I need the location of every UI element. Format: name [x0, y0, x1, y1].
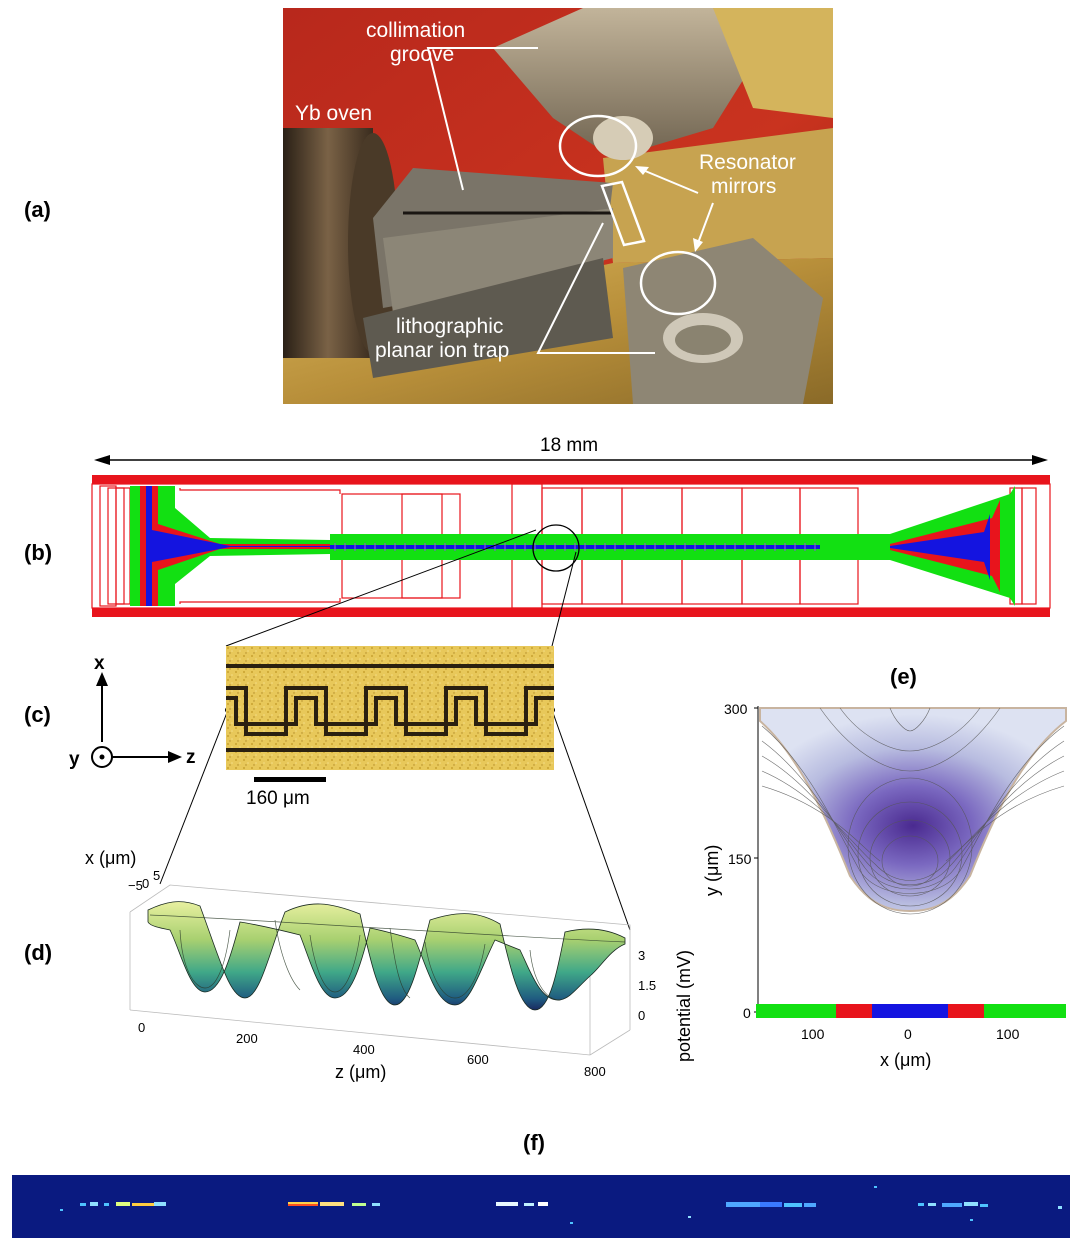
y-tick-0: 0 [743, 1005, 751, 1021]
axis-triad: x y z [69, 653, 196, 770]
ion-crystal-2 [288, 1202, 380, 1206]
z-tick-200: 200 [236, 1031, 258, 1046]
strip-rf-left [756, 1004, 836, 1018]
x-tick-100-right: 100 [996, 1026, 1020, 1042]
z-tick-0: 0 [138, 1020, 145, 1035]
label-mirrors-1: Resonator [699, 151, 796, 174]
label-oven: Yb oven [295, 102, 372, 125]
label-trap-1: lithographic [396, 315, 503, 338]
panel-label-e: (e) [890, 664, 917, 689]
surface-fill [147, 901, 626, 1011]
v-tick-0: 0 [638, 1008, 645, 1023]
v-axis-label: potential (mV) [674, 950, 694, 1062]
ground-electrode-left [146, 486, 330, 606]
y-tick-300: 300 [724, 701, 748, 717]
scale-bar-label: 160 μm [246, 788, 310, 809]
y-axis-out-of-plane [91, 746, 113, 768]
z-tick-600: 600 [467, 1052, 489, 1067]
ion-crystal-3 [496, 1202, 573, 1224]
electrode-layout: 18 mm [91, 435, 1051, 617]
x-tick-100-left: 100 [801, 1026, 825, 1042]
trap-outline [600, 180, 646, 247]
x-axis-label: x (μm) [85, 848, 136, 868]
scale-bar [254, 777, 326, 782]
panel-label-a: (a) [24, 197, 51, 222]
label-collimation-2: groove [390, 43, 454, 66]
strip-dc-left [836, 1004, 872, 1018]
ion-fluorescence-image [12, 1175, 1070, 1238]
z-tick-800: 800 [584, 1064, 606, 1079]
potential-well [759, 707, 1067, 913]
axis-z-label: z [186, 747, 196, 768]
potential-surface-plot: x (μm) −5 0 5 0 200 400 600 800 z (μm) 3… [85, 848, 694, 1082]
panel-label-c: (c) [24, 702, 51, 727]
ion-crystal-5 [874, 1186, 1062, 1221]
upper-mirror-mount [493, 8, 763, 158]
y-tick-150: 150 [728, 851, 752, 867]
strip-rf-right [984, 1004, 1066, 1018]
width-label: 18 mm [540, 435, 598, 456]
label-trap-2: planar ion trap [375, 339, 509, 362]
axis-x-label: x [94, 653, 105, 674]
meander-trace [226, 686, 554, 736]
trap-micrograph [226, 646, 554, 770]
panel-label-b: (b) [24, 540, 53, 565]
x-tick-0: 0 [904, 1026, 912, 1042]
x-tick-neg5: −5 [128, 878, 143, 893]
x-tick-5: 5 [153, 868, 160, 883]
axis-y-label: y [69, 749, 80, 770]
strip-ground [872, 1004, 948, 1018]
label-collimation-1: collimation [366, 19, 465, 42]
contour-plot: 300 150 0 y (μm) 100 0 100 x (μm) [702, 701, 1067, 1070]
ground-electrode-right [890, 514, 990, 580]
panel-label-f: (f) [523, 1130, 545, 1155]
ion-crystal-4 [688, 1202, 816, 1218]
apparatus-photo: collimation groove Yb oven Resonator mir… [283, 8, 833, 404]
panel-label-d: (d) [24, 940, 53, 965]
zoom-circle [532, 524, 580, 572]
y-axis-label: y (μm) [702, 845, 722, 896]
v-tick-3: 3 [638, 948, 645, 963]
ion-crystal-1 [60, 1202, 166, 1211]
x-tick-0: 0 [142, 876, 149, 891]
x-axis-label: x (μm) [880, 1050, 931, 1070]
strip-dc-right [948, 1004, 984, 1018]
label-mirrors-2: mirrors [711, 175, 776, 198]
mirror-circle-upper [558, 114, 638, 178]
z-tick-400: 400 [353, 1042, 375, 1057]
z-axis-label: z (μm) [335, 1062, 386, 1082]
v-tick-1.5: 1.5 [638, 978, 656, 993]
mirror-circle-lower [639, 250, 717, 316]
